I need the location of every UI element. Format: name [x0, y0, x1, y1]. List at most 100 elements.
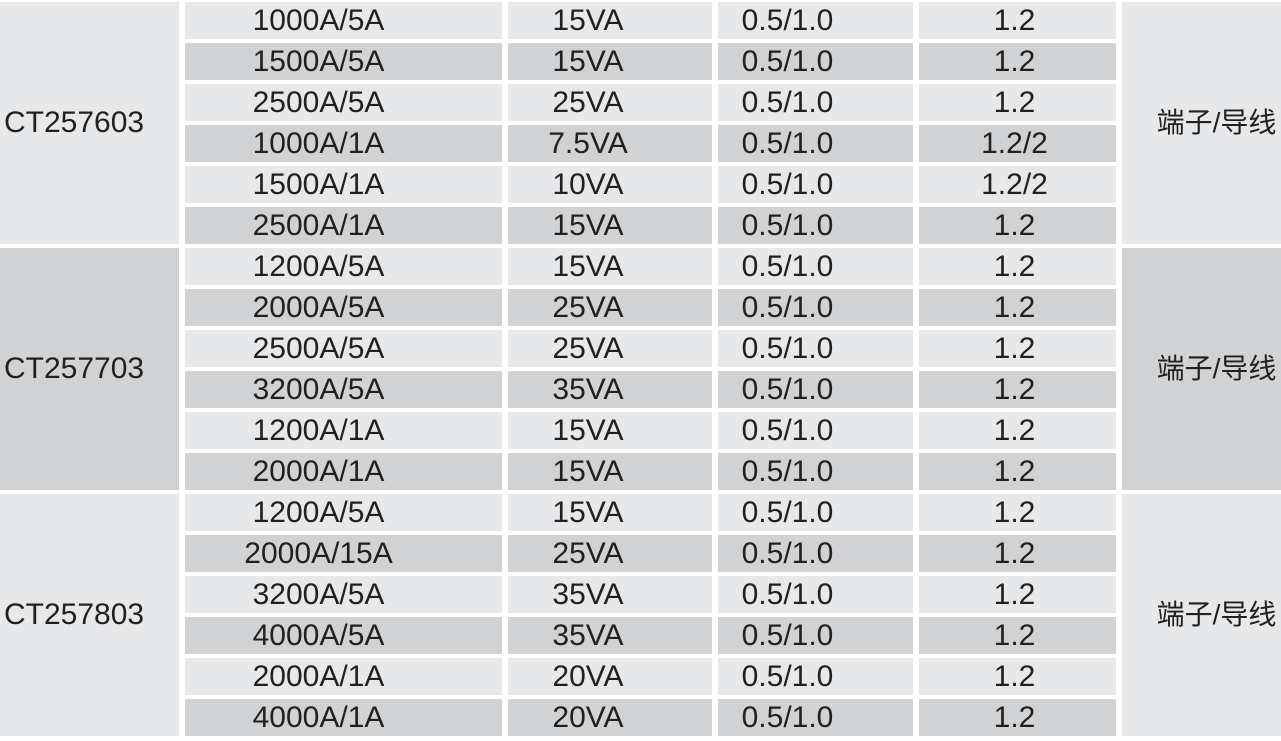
ratio-cell: 2500A/5A [185, 84, 502, 121]
extended-class-cell: 1.2 [919, 617, 1116, 654]
extended-class-cell: 1.2/2 [919, 125, 1116, 162]
ratio-cell-text: 1000A/1A [252, 126, 385, 160]
extended-class-cell-text: 1.2 [993, 700, 1036, 734]
ratio-cell-text: 2500A/1A [252, 208, 385, 242]
burden-cell: 35VA [508, 576, 712, 613]
accuracy-cell-text: 0.5/1.0 [741, 126, 834, 160]
ratio-cell: 3200A/5A [185, 371, 502, 408]
extended-class-cell-text: 1.2 [993, 659, 1036, 693]
model-cell-text: CT257703 [4, 352, 145, 385]
ratio-cell: 1000A/5A [185, 2, 502, 39]
burden-cell: 20VA [508, 658, 712, 695]
burden-cell: 7.5VA [508, 125, 712, 162]
termination-cell-text: 端子/导线 [1156, 107, 1277, 138]
model-cell: CT257603 [0, 2, 179, 244]
ratio-cell-text: 3200A/5A [252, 577, 385, 611]
ratio-cell: 2000A/5A [185, 289, 502, 326]
accuracy-cell-text: 0.5/1.0 [741, 85, 834, 119]
burden-cell: 25VA [508, 289, 712, 326]
accuracy-cell: 0.5/1.0 [718, 43, 913, 80]
ratio-cell-text: 3200A/5A [252, 372, 385, 406]
extended-class-cell: 1.2 [919, 412, 1116, 449]
burden-cell-text: 15VA [552, 454, 624, 488]
burden-cell-text: 35VA [552, 618, 624, 652]
ratio-cell-text: 2500A/5A [252, 331, 385, 365]
termination-cell-text: 端子/导线 [1156, 353, 1277, 384]
ratio-cell-text: 4000A/5A [252, 618, 385, 652]
accuracy-cell-text: 0.5/1.0 [741, 454, 834, 488]
ratio-cell-text: 2500A/5A [252, 85, 385, 119]
burden-cell-text: 10VA [552, 167, 624, 201]
accuracy-cell-text: 0.5/1.0 [741, 577, 834, 611]
ratio-cell-text: 2000A/1A [252, 659, 385, 693]
extended-class-cell-text: 1.2 [993, 208, 1036, 242]
termination-cell: 端子/导线 [1122, 494, 1281, 736]
accuracy-cell: 0.5/1.0 [718, 84, 913, 121]
extended-class-cell: 1.2 [919, 576, 1116, 613]
ratio-cell: 2500A/5A [185, 330, 502, 367]
model-cell-text: CT257803 [4, 598, 145, 631]
accuracy-cell: 0.5/1.0 [718, 658, 913, 695]
ratio-cell-text: 1000A/5A [252, 3, 385, 37]
extended-class-cell: 1.2 [919, 658, 1116, 695]
accuracy-cell: 0.5/1.0 [718, 535, 913, 572]
burden-cell: 25VA [508, 330, 712, 367]
ratio-cell: 1200A/5A [185, 494, 502, 531]
extended-class-cell: 1.2 [919, 699, 1116, 736]
burden-cell-text: 25VA [552, 331, 624, 365]
burden-cell-text: 25VA [552, 85, 624, 119]
model-cell-text: CT257603 [4, 106, 145, 139]
ratio-cell-text: 2000A/15A [244, 536, 393, 570]
extended-class-cell-text: 1.2 [993, 85, 1036, 119]
termination-cell-text: 端子/导线 [1156, 599, 1277, 630]
ratio-cell-text: 2000A/5A [252, 290, 385, 324]
extended-class-cell: 1.2 [919, 494, 1116, 531]
ratio-cell-text: 1500A/1A [252, 167, 385, 201]
burden-cell-text: 35VA [552, 372, 624, 406]
burden-cell-text: 15VA [552, 208, 624, 242]
accuracy-cell: 0.5/1.0 [718, 699, 913, 736]
accuracy-cell-text: 0.5/1.0 [741, 413, 834, 447]
burden-cell: 15VA [508, 43, 712, 80]
burden-cell: 35VA [508, 371, 712, 408]
accuracy-cell-text: 0.5/1.0 [741, 618, 834, 652]
burden-cell: 15VA [508, 412, 712, 449]
burden-cell: 25VA [508, 535, 712, 572]
model-cell: CT257803 [0, 494, 179, 736]
accuracy-cell: 0.5/1.0 [718, 125, 913, 162]
ratio-cell: 2000A/15A [185, 535, 502, 572]
extended-class-cell-text: 1.2 [993, 577, 1036, 611]
ratio-cell: 1500A/5A [185, 43, 502, 80]
accuracy-cell: 0.5/1.0 [718, 576, 913, 613]
ratio-cell-text: 1500A/5A [252, 44, 385, 78]
extended-class-cell: 1.2 [919, 207, 1116, 244]
accuracy-cell: 0.5/1.0 [718, 248, 913, 285]
extended-class-cell-text: 1.2/2 [981, 126, 1048, 160]
accuracy-cell: 0.5/1.0 [718, 330, 913, 367]
burden-cell: 10VA [508, 166, 712, 203]
ratio-cell: 1000A/1A [185, 125, 502, 162]
extended-class-cell-text: 1.2 [993, 331, 1036, 365]
accuracy-cell: 0.5/1.0 [718, 166, 913, 203]
burden-cell-text: 25VA [552, 290, 624, 324]
accuracy-cell: 0.5/1.0 [718, 371, 913, 408]
burden-cell-text: 15VA [552, 44, 624, 78]
accuracy-cell-text: 0.5/1.0 [741, 290, 834, 324]
extended-class-cell-text: 1.2 [993, 372, 1036, 406]
burden-cell-text: 15VA [552, 249, 624, 283]
extended-class-cell-text: 1.2 [993, 536, 1036, 570]
ratio-cell: 2000A/1A [185, 453, 502, 490]
extended-class-cell: 1.2 [919, 371, 1116, 408]
burden-cell-text: 25VA [552, 536, 624, 570]
accuracy-cell: 0.5/1.0 [718, 207, 913, 244]
accuracy-cell: 0.5/1.0 [718, 453, 913, 490]
extended-class-cell: 1.2 [919, 289, 1116, 326]
burden-cell-text: 15VA [552, 3, 624, 37]
accuracy-cell-text: 0.5/1.0 [741, 249, 834, 283]
burden-cell-text: 7.5VA [548, 126, 628, 160]
extended-class-cell: 1.2 [919, 535, 1116, 572]
burden-cell: 15VA [508, 2, 712, 39]
accuracy-cell-text: 0.5/1.0 [741, 167, 834, 201]
accuracy-cell-text: 0.5/1.0 [741, 331, 834, 365]
